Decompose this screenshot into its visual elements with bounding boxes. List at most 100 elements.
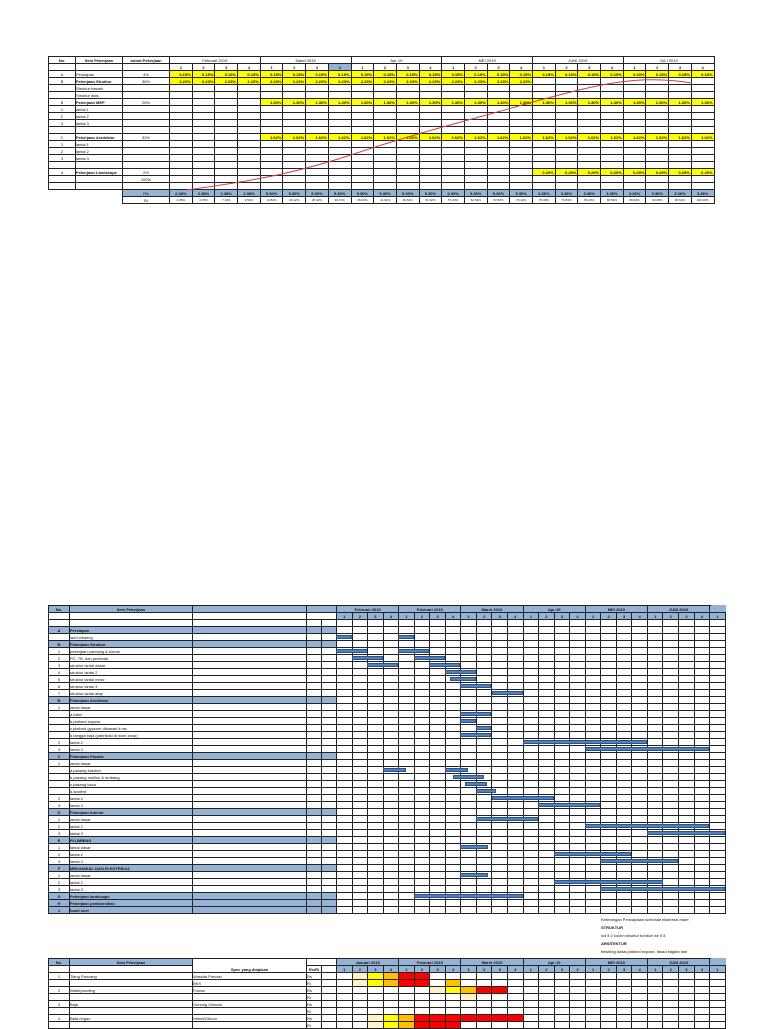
week-header: 2 [600,965,617,973]
gantt-cell [615,759,633,767]
gantt-cell [491,724,509,732]
gantt-cell [600,871,617,879]
gantt-cell [600,829,617,837]
gantt-cell [678,808,695,816]
gantt-cell [693,647,711,655]
gantt-cell [662,843,680,851]
gantt-cell [584,829,602,837]
gantt-cell [491,619,509,627]
section-row: C Pekerjaan Facade [48,752,726,760]
task-name: hand over [69,906,193,914]
gantt-cell [351,731,369,739]
gantt-cell [693,787,711,795]
cell [306,892,322,900]
gantt-cell [398,836,415,844]
weight-cell [622,147,647,155]
weight-cell [169,105,193,113]
total-cell: 2.38% [237,189,261,197]
gantt-cell [429,696,446,704]
gantt-cell [413,906,431,914]
gantt-cell [507,738,524,746]
gantt-cell [600,815,617,823]
gantt-cell [678,878,695,886]
gantt-cell [709,668,726,676]
gantt-cell [429,626,446,634]
weight-cell [554,91,579,99]
gantt-cell [351,815,369,823]
month-header: Apr-19 [522,958,586,966]
weight-cell: 0.15% [350,70,375,78]
weight-cell: 0.15% [237,70,261,78]
gantt-cell [382,759,400,767]
weight-cell [441,175,465,183]
weight-cell [577,161,602,169]
header-spec: Spec yang diajukan [192,958,307,973]
week-header: 2 [554,63,579,71]
task-row: 4 struktur lantai 2 [48,668,726,676]
weight-cell: 1.62% [350,133,375,141]
task-row: d.tangga baja (pabrikasi di work shop) [48,731,726,739]
schedule-cell [413,1000,431,1008]
weight-cell: 1.30% [282,98,307,106]
row-no: 1 [48,647,70,655]
gantt-cell [507,675,524,683]
gantt-cell [584,647,602,655]
gantt-cell [491,745,509,753]
weight-cell: 1.30% [373,98,397,106]
gantt-cell [569,731,586,739]
gantt-cell [584,759,602,767]
gantt-cell [646,738,664,746]
gantt-cell [662,752,680,760]
weight-cell [373,182,397,190]
task-name: lantai 3 [69,829,193,837]
gantt-cell [600,836,617,844]
gantt-cell [351,661,369,669]
gantt-cell [429,857,446,865]
row-no: 2 [48,147,76,155]
schedule-cell [584,986,602,994]
gantt-cell [569,871,586,879]
gantt-cell [538,703,555,711]
schedule-cell [569,993,586,1001]
schedule-cell [584,972,602,980]
total-cell: 3.36% [622,189,647,197]
row-bobot [122,119,170,127]
cell [321,857,337,865]
gantt-cell [367,766,384,774]
gantt-cell [678,752,695,760]
gantt-cell [569,766,586,774]
header-blank [306,605,337,613]
row-no [48,979,70,987]
gantt-cell [553,752,571,760]
gantt-cell [631,689,648,697]
weight-cell [532,161,556,169]
gantt-cell [429,682,446,690]
task-name: Pekerjaan landscape [69,892,193,900]
gantt-cell [429,647,446,655]
weight-cell [463,168,488,176]
gantt-cell [429,773,446,781]
gantt-cell [367,885,384,893]
schedule-cell [709,1000,726,1008]
task-row: 1 lantai dasar [48,871,726,879]
gantt-cell [693,857,711,865]
week-header: 2 [413,965,431,973]
table-row: 2 lantai 2 [48,112,715,120]
schedule-cell [491,1007,509,1015]
gantt-cell [460,808,477,816]
gantt-cell [631,661,648,669]
week-header: 4 [693,965,711,973]
gantt-cell [553,843,571,851]
schedule-cell [444,1007,462,1015]
weight-cell [668,77,692,85]
gantt-cell [336,871,353,879]
weight-cell [350,147,375,155]
weight-cell: 1.30% [645,98,670,106]
schedule-cell [460,1007,477,1015]
gantt-cell [553,815,571,823]
task-row: 1 lantai dasar [48,815,726,823]
weight-cell: 1.30% [463,98,488,106]
gantt-cell [569,843,586,851]
gantt-cell [382,843,400,851]
weight-cell [282,126,307,134]
